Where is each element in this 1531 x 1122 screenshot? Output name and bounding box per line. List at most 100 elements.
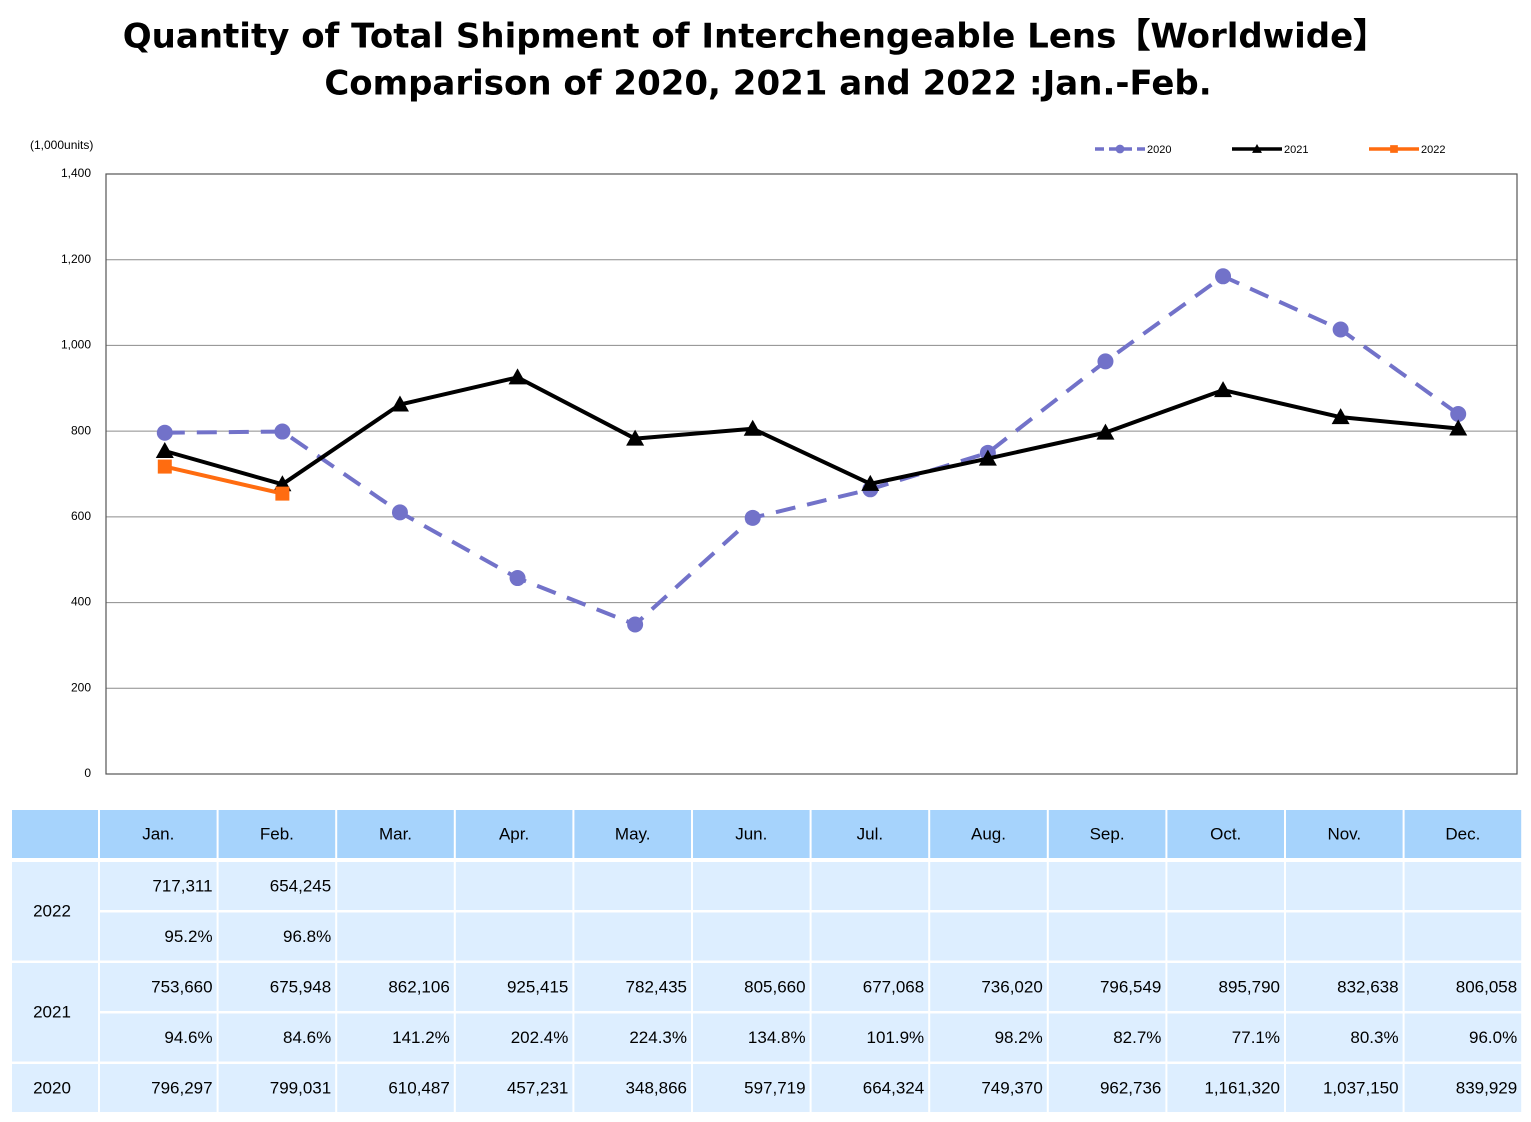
- table-cell: [218, 1064, 336, 1112]
- y-tick-label: 1,400: [61, 166, 91, 180]
- table-cell: [1167, 963, 1284, 1011]
- table-header-label: Jan.: [142, 824, 174, 843]
- table-cell: [337, 912, 454, 961]
- table-cell: [930, 862, 1047, 910]
- table-cell: [1286, 963, 1403, 1011]
- table-change: 96.0%: [1469, 1028, 1517, 1047]
- table-value: 675,948: [270, 977, 331, 996]
- table-header-label: Apr.: [499, 824, 529, 843]
- table-change: 80.3%: [1350, 1028, 1398, 1047]
- data-point: [155, 442, 174, 459]
- data-point: [157, 459, 172, 474]
- table-cell: [1404, 912, 1522, 961]
- y-axis-label: (1,000units): [30, 138, 93, 152]
- table-cell: [693, 1013, 810, 1062]
- table-row-label: 2020: [33, 1078, 71, 1097]
- table-cell: [100, 862, 217, 910]
- data-point: [1214, 381, 1233, 398]
- y-tick-label: 1,200: [61, 252, 91, 266]
- table-value: 610,487: [388, 1078, 449, 1097]
- table-cell: [574, 1064, 691, 1112]
- table-change: 96.8%: [283, 927, 331, 946]
- data-point: [978, 449, 997, 466]
- table-header-label: Jun.: [735, 824, 767, 843]
- data-point: [627, 616, 644, 633]
- table-value: 782,435: [626, 977, 687, 996]
- table-header-cell: [1404, 810, 1522, 858]
- table-change: 134.8%: [748, 1028, 806, 1047]
- table-header-label: Mar.: [379, 824, 412, 843]
- legend-label: 2022: [1421, 144, 1445, 156]
- table-cell: [811, 862, 929, 910]
- table-cell: [337, 1013, 454, 1062]
- table-value: 806,058: [1456, 977, 1517, 996]
- table-change: 141.2%: [392, 1028, 450, 1047]
- table-cell: [455, 862, 573, 910]
- table-value: 736,020: [981, 977, 1042, 996]
- table-cell: [1167, 862, 1284, 910]
- table-header-label: Sep.: [1090, 824, 1125, 843]
- table-cell: [455, 1064, 573, 1112]
- legend-marker: [1252, 144, 1262, 153]
- data-point: [1450, 406, 1467, 423]
- table-cell: [100, 963, 217, 1011]
- table-cell: [574, 912, 691, 961]
- table-cell: [1404, 862, 1522, 910]
- data-point: [743, 419, 762, 436]
- table-header-cell: [1048, 810, 1166, 858]
- table-value: 677,068: [863, 977, 924, 996]
- table-cell: [455, 1013, 573, 1062]
- data-point: [1096, 423, 1115, 440]
- table-change: 94.6%: [164, 1028, 212, 1047]
- table-value: 839,929: [1456, 1078, 1517, 1097]
- table-cell: [1286, 862, 1403, 910]
- table-header-cell: [218, 810, 336, 858]
- data-point: [1449, 419, 1468, 436]
- data-point: [274, 423, 291, 440]
- table-cell: [1404, 963, 1522, 1011]
- table-header-cell: [693, 810, 810, 858]
- data-point: [390, 395, 409, 412]
- table-header-label: Aug.: [971, 824, 1006, 843]
- table-value: 654,245: [270, 876, 331, 895]
- table-header-cell: [100, 810, 217, 858]
- plot-frame: [105, 173, 1518, 775]
- legend-label: 2021: [1284, 144, 1308, 156]
- table-cell: [455, 963, 573, 1011]
- table-cell: [1048, 963, 1166, 1011]
- table-value: 796,297: [151, 1078, 212, 1097]
- table-cell: [930, 1064, 1047, 1112]
- y-tick-label: 0: [84, 766, 91, 780]
- table-header-label: Jul.: [857, 824, 883, 843]
- table-cell: [1048, 1064, 1166, 1112]
- table-cell: [693, 1064, 810, 1112]
- table-cell: [1048, 912, 1166, 961]
- table-row-header: [12, 963, 98, 1062]
- table-value: 925,415: [507, 977, 568, 996]
- data-point: [1332, 321, 1349, 338]
- series-line: [164, 464, 283, 496]
- table-header-label: Dec.: [1445, 824, 1480, 843]
- table-value: 862,106: [388, 977, 449, 996]
- table-header-cell: [574, 810, 691, 858]
- table-change: 202.4%: [511, 1028, 569, 1047]
- data-point: [1097, 353, 1114, 370]
- series-line: [164, 375, 1459, 487]
- table-change: 82.7%: [1113, 1028, 1161, 1047]
- table-cell: [811, 1013, 929, 1062]
- table-cell: [1167, 912, 1284, 961]
- data-point: [744, 509, 761, 526]
- table-value: 597,719: [744, 1078, 805, 1097]
- table-row-header: [12, 862, 98, 961]
- table-value: 895,790: [1219, 977, 1280, 996]
- table-cell: [1167, 1013, 1284, 1062]
- data-point: [509, 570, 526, 587]
- table-header-cell: [337, 810, 454, 858]
- y-tick-label: 200: [71, 680, 91, 694]
- data-point: [275, 486, 290, 501]
- table-cell: [337, 1064, 454, 1112]
- table-header-label: Nov.: [1327, 824, 1361, 843]
- table-change: 77.1%: [1232, 1028, 1280, 1047]
- table-header-cell: [1286, 810, 1403, 858]
- table-cell: [693, 963, 810, 1011]
